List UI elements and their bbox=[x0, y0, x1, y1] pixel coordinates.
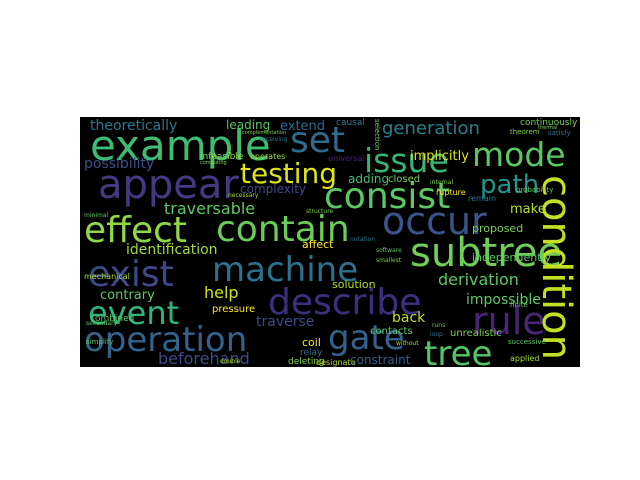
word-issue: issue bbox=[364, 141, 449, 180]
word-smallest: smallest bbox=[376, 257, 402, 264]
word-theorem: theorem bbox=[510, 128, 540, 136]
word-extend: extend bbox=[280, 119, 326, 134]
word-occur: occur bbox=[382, 199, 487, 243]
word-unrealistic: unrealistic bbox=[450, 328, 502, 339]
word-help: help bbox=[204, 283, 239, 302]
word-complexity: complexity bbox=[240, 182, 306, 196]
word-rupture: rupture bbox=[436, 188, 466, 197]
word-finite: finite bbox=[510, 301, 528, 309]
word-causal: causal bbox=[336, 118, 365, 128]
word-successive: successive bbox=[508, 338, 546, 346]
word-infeasible: infeasible bbox=[200, 152, 244, 162]
word-relay: relay bbox=[300, 348, 323, 358]
word-receiving: receiving bbox=[260, 136, 288, 143]
word-beforehand: beforehand bbox=[158, 349, 250, 367]
word-double: double bbox=[220, 358, 241, 365]
word-exist: exist bbox=[88, 254, 174, 295]
word-simplify: simplify bbox=[86, 338, 114, 346]
word-mode: mode bbox=[472, 135, 566, 174]
word-contrary: contrary bbox=[100, 288, 155, 303]
word-proposed: proposed bbox=[472, 222, 524, 235]
word-describe: describe bbox=[268, 282, 422, 323]
word-appear: appear bbox=[98, 162, 239, 208]
word-computing: computing bbox=[200, 160, 227, 166]
word-secondary: secondary bbox=[86, 320, 118, 327]
word-set: set bbox=[290, 120, 346, 161]
word-path: path bbox=[480, 170, 540, 200]
word-operates: operates bbox=[250, 152, 286, 161]
word-tree: tree bbox=[424, 334, 493, 367]
word-deleting: deleting bbox=[288, 357, 325, 367]
word-loop: loop bbox=[430, 331, 443, 338]
word-combined: combined bbox=[90, 314, 135, 324]
word-cloud: example set issue mode appear testing co… bbox=[80, 117, 580, 367]
word-applied: applied bbox=[510, 354, 540, 363]
word-make: make bbox=[510, 202, 546, 217]
word-back: back bbox=[392, 310, 426, 326]
word-adding: adding bbox=[348, 172, 390, 186]
word-contain: contain bbox=[216, 209, 350, 250]
word-software: software bbox=[376, 247, 402, 254]
word-identification: identification bbox=[126, 242, 218, 258]
word-traversable: traversable bbox=[164, 199, 256, 218]
word-impossible: impossible bbox=[466, 292, 541, 308]
word-without: without bbox=[396, 340, 419, 347]
word-coil: coil bbox=[302, 336, 321, 349]
word-mechanical: mechanical bbox=[84, 272, 130, 281]
word-theoretically: theoretically bbox=[90, 118, 178, 134]
word-universal: universal bbox=[328, 154, 365, 163]
word-affect: affect bbox=[302, 238, 334, 251]
word-constraint: constraint bbox=[350, 353, 411, 367]
word-derivation: derivation bbox=[438, 270, 519, 289]
word-leading: leading bbox=[226, 118, 271, 132]
word-generation: generation bbox=[382, 118, 480, 139]
word-closed: closed bbox=[388, 174, 421, 185]
word-effect: effect bbox=[84, 210, 188, 251]
word-remain: remain bbox=[468, 194, 497, 203]
word-operation: operation bbox=[84, 320, 248, 360]
word-complementation: complementation bbox=[242, 130, 287, 136]
word-minimal: minimal bbox=[84, 212, 109, 219]
word-rule: rule bbox=[472, 299, 546, 343]
word-event: event bbox=[88, 294, 180, 332]
word-independently: independently bbox=[472, 251, 552, 264]
word-possibility: possibility bbox=[84, 156, 155, 172]
word-contacts: contacts bbox=[370, 326, 413, 337]
word-testing: testing bbox=[240, 157, 338, 190]
word-satisfy: satisfy bbox=[548, 129, 571, 137]
word-solution: solution bbox=[332, 278, 376, 291]
word-example: example bbox=[90, 121, 271, 170]
word-internal: internal bbox=[430, 179, 454, 186]
word-structure: structure bbox=[306, 208, 334, 215]
word-traverse: traverse bbox=[256, 314, 315, 330]
word-designate: designate bbox=[316, 358, 356, 367]
word-gate: gate bbox=[328, 318, 405, 358]
word-runs: runs bbox=[432, 322, 446, 329]
word-notation: notation bbox=[350, 236, 375, 243]
word-continuously: continuously bbox=[520, 118, 578, 128]
word-probability: probability bbox=[516, 186, 554, 194]
word-selection: selection bbox=[373, 119, 381, 151]
word-implicitly: implicitly bbox=[410, 149, 469, 164]
word-subtree: subtree bbox=[410, 230, 563, 276]
word-thermal: thermal bbox=[538, 125, 558, 131]
word-consist: consist bbox=[324, 176, 451, 217]
word-pressure: pressure bbox=[212, 304, 256, 315]
word-machine: machine bbox=[212, 250, 359, 290]
word-necessary: necessary bbox=[228, 192, 259, 199]
